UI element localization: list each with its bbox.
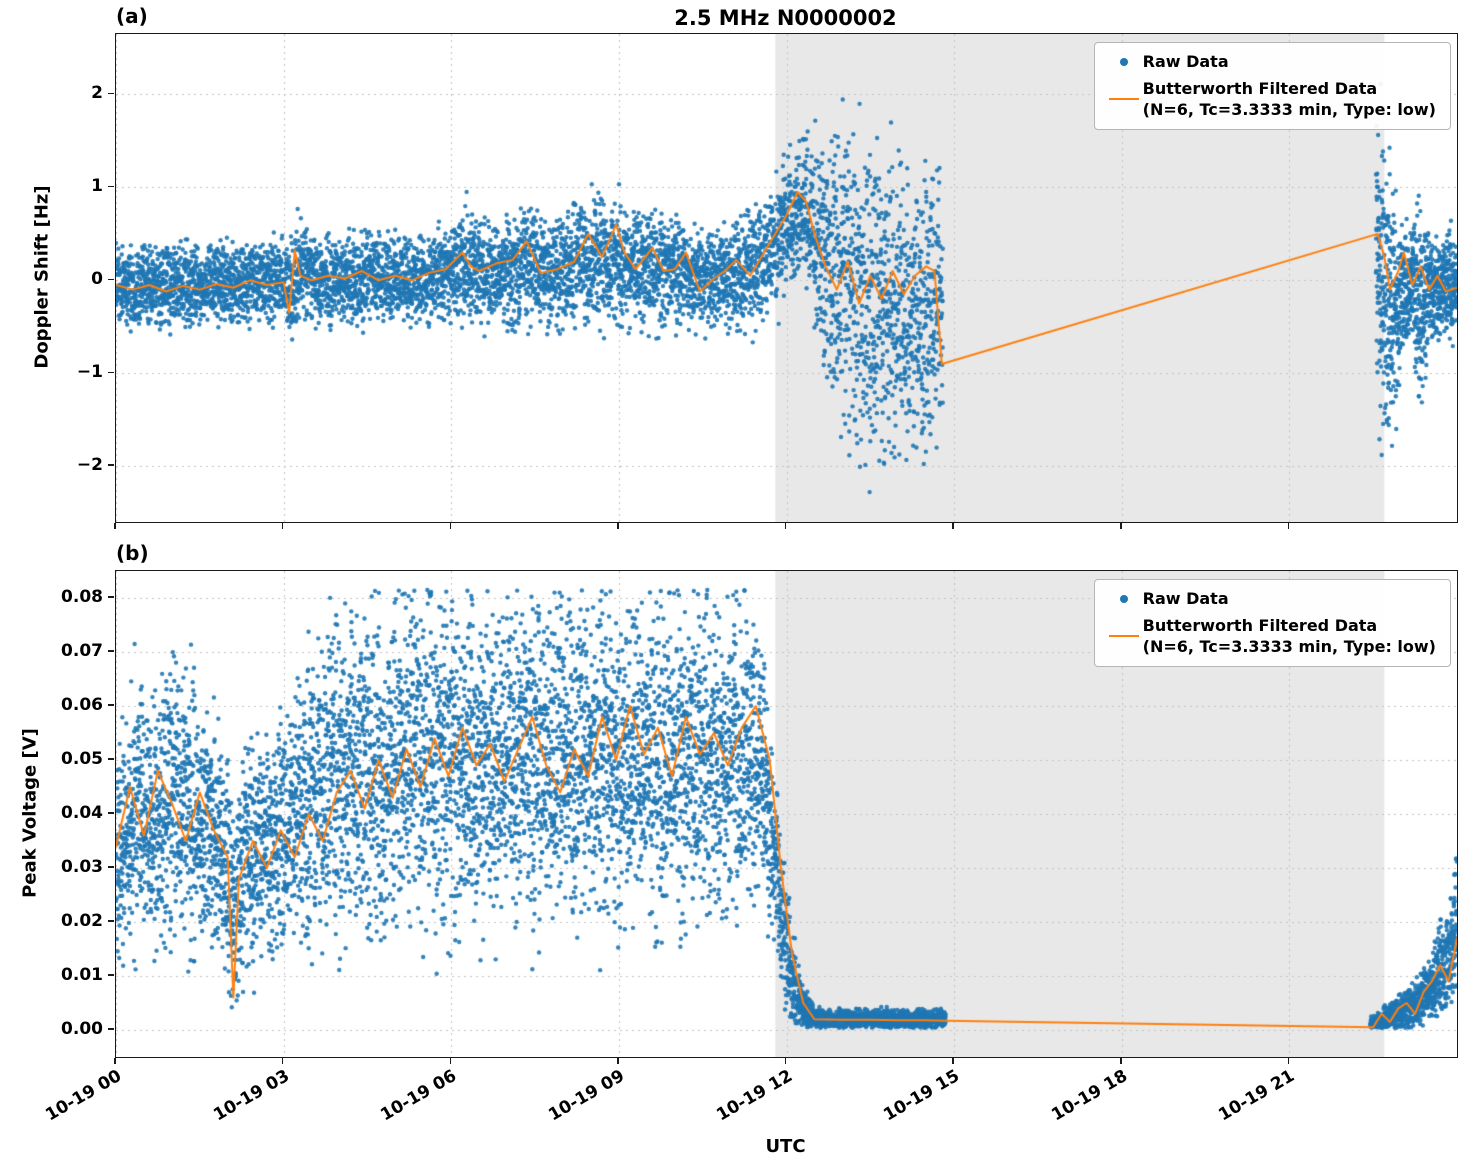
y-tick-label: 0.05: [61, 749, 103, 769]
legend-filtered-params: (N=6, Tc=3.3333 min, Type: low): [1142, 637, 1436, 657]
y-tick-mark: [107, 920, 114, 922]
legend-a: Raw Data Butterworth Filtered Data (N=6,…: [1093, 42, 1451, 130]
panel-a-label: (a): [116, 4, 148, 28]
y-tick-label: −2: [76, 455, 103, 476]
x-tick-label: 10-19 06: [377, 1066, 461, 1126]
legend-b: Raw Data Butterworth Filtered Data (N=6,…: [1093, 579, 1451, 667]
legend-raw-label: Raw Data: [1142, 589, 1229, 608]
y-tick-mark: [107, 812, 114, 814]
y-tick-label: 0.01: [61, 965, 103, 985]
x-tick-label: 10-19 12: [712, 1066, 796, 1126]
x-axis-label: UTC: [765, 1136, 806, 1157]
filtered-line-icon: [1108, 634, 1139, 638]
y-tick-mark: [107, 704, 114, 706]
filtered-line-icon: [1108, 97, 1139, 101]
legend-filtered-label: Butterworth Filtered Data: [1142, 615, 1378, 635]
y-tick-label: 0.04: [61, 803, 103, 823]
x-tick-label: 10-19 09: [545, 1066, 628, 1126]
chart-title: 2.5 MHz N0000002: [674, 6, 897, 30]
raw-data-dot-icon: [1119, 57, 1128, 66]
legend-raw-label: Raw Data: [1142, 52, 1229, 71]
x-tick-mark: [617, 522, 619, 529]
x-tick-label: 10-19 21: [1215, 1066, 1299, 1126]
y-tick-mark: [107, 464, 114, 466]
x-tick-label: 10-19 15: [880, 1066, 964, 1126]
x-tick-mark: [784, 522, 787, 529]
x-tick-mark: [449, 1057, 451, 1064]
x-tick-mark: [1120, 1057, 1122, 1064]
y-tick-mark: [107, 1028, 114, 1030]
y-tick-label: 0.06: [61, 695, 103, 715]
x-tick-mark: [952, 1057, 954, 1064]
y-tick-mark: [107, 866, 114, 868]
y-tick-mark: [107, 974, 114, 976]
legend-entry-raw: Raw Data: [1105, 51, 1436, 73]
y-tick-label: 0.00: [61, 1019, 103, 1039]
x-tick-mark: [952, 522, 954, 529]
x-tick-mark: [114, 522, 116, 529]
y-tick-mark: [107, 92, 114, 95]
legend-entry-filtered: Butterworth Filtered Data (N=6, Tc=3.333…: [1105, 615, 1436, 658]
y-tick-label: 0.02: [61, 911, 103, 931]
x-tick-label: 10-19 00: [42, 1066, 125, 1126]
y-tick-mark: [107, 596, 114, 598]
x-tick-mark: [1120, 522, 1122, 529]
y-tick-label: 0.08: [61, 587, 103, 607]
y-tick-mark: [107, 371, 114, 374]
legend-entry-filtered: Butterworth Filtered Data (N=6, Tc=3.333…: [1105, 78, 1436, 121]
x-tick-mark: [1287, 522, 1290, 529]
x-tick-mark: [281, 522, 284, 529]
x-tick-mark: [114, 1057, 116, 1064]
y-tick-label: 0.03: [61, 857, 103, 877]
x-tick-mark: [1287, 1057, 1290, 1064]
x-tick-mark: [784, 1057, 787, 1064]
y-tick-label: 2: [91, 83, 103, 104]
raw-data-dot-icon: [1119, 594, 1128, 603]
y-tick-label: 0: [91, 269, 103, 290]
y-tick-label: 1: [91, 176, 103, 197]
legend-entry-raw: Raw Data: [1105, 588, 1436, 610]
plot-area-doppler: Raw Data Butterworth Filtered Data (N=6,…: [115, 33, 1458, 523]
y-tick-label: 0.07: [61, 641, 103, 661]
x-tick-label: 10-19 18: [1048, 1066, 1131, 1126]
y-tick-mark: [107, 758, 114, 760]
x-tick-mark: [449, 522, 451, 529]
legend-filtered-label: Butterworth Filtered Data: [1142, 78, 1378, 98]
y-tick-mark: [107, 650, 114, 652]
y-tick-mark: [107, 278, 114, 281]
x-tick-mark: [617, 1057, 619, 1064]
x-tick-mark: [281, 1057, 284, 1064]
x-tick-label: 10-19 03: [209, 1066, 293, 1126]
plot-area-voltage: Raw Data Butterworth Filtered Data (N=6,…: [115, 570, 1458, 1058]
legend-filtered-params: (N=6, Tc=3.3333 min, Type: low): [1142, 100, 1436, 120]
y-tick-mark: [107, 185, 114, 188]
y-tick-label: −1: [76, 362, 103, 383]
panel-b-label: (b): [116, 541, 149, 565]
